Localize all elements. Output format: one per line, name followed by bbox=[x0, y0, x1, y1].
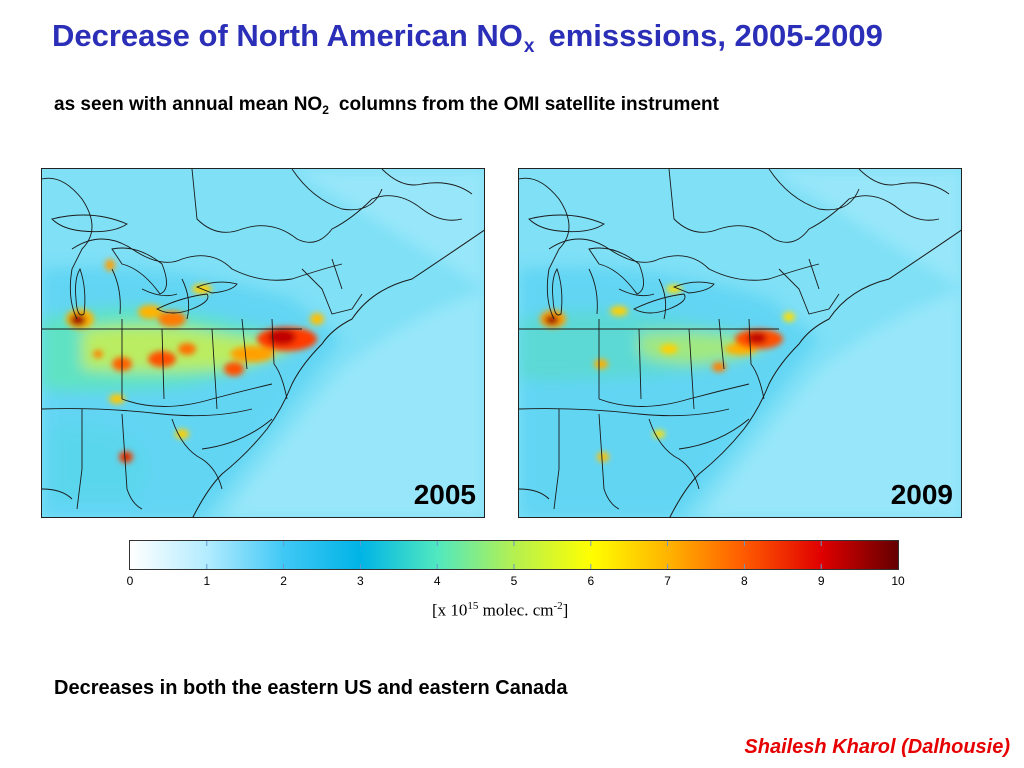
colorbar-ticks: 0 1 2 3 4 5 6 7 8 9 10 bbox=[126, 574, 905, 594]
map-2009: 2009 bbox=[518, 168, 962, 518]
year-label-2005: 2005 bbox=[413, 479, 476, 510]
map-2005: 2005 bbox=[41, 168, 485, 518]
slide-subtitle: as seen with annual mean NO2 columns from… bbox=[54, 94, 719, 117]
no2-map-2009 bbox=[519, 169, 961, 517]
year-label-2009: 2009 bbox=[890, 479, 953, 510]
colorbar-tick-label: 9 bbox=[817, 574, 825, 588]
colorbar-tick-label: 4 bbox=[433, 574, 441, 588]
colorbar-gradient bbox=[130, 541, 898, 569]
no2-map-2005 bbox=[42, 169, 484, 517]
colorbar-tick-label: 5 bbox=[510, 574, 518, 588]
colorbar-tick-label: 10 bbox=[891, 574, 905, 588]
colorbar bbox=[129, 540, 899, 570]
colorbar-units: [x 1015 molec. cm-2] bbox=[432, 600, 569, 620]
colorbar-tick-label: 1 bbox=[203, 574, 211, 588]
colorbar-tick-label: 3 bbox=[357, 574, 364, 588]
author-credit: Shailesh Kharol (Dalhousie) bbox=[744, 736, 1010, 758]
conclusion-text: Decreases in both the eastern US and eas… bbox=[54, 677, 568, 699]
colorbar-tick-label: 7 bbox=[664, 574, 671, 588]
colorbar-tick-label: 8 bbox=[741, 574, 748, 588]
colorbar-tick-label: 0 bbox=[126, 574, 134, 588]
colorbar-tick-label: 2 bbox=[280, 574, 287, 588]
colorbar-tick-label: 6 bbox=[587, 574, 595, 588]
slide-title: Decrease of North American NOx emisssions… bbox=[52, 18, 883, 57]
